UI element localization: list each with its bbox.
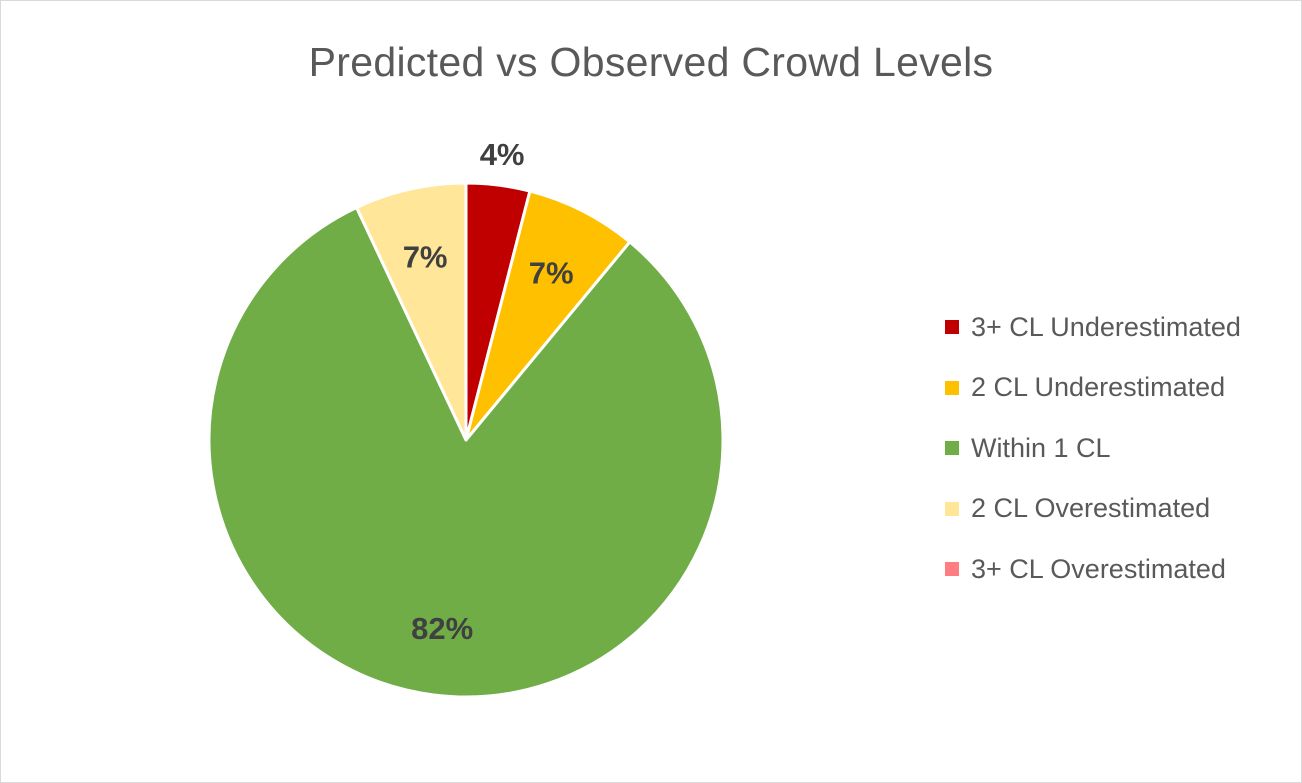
legend-item: 2 CL Underestimated [945, 358, 1241, 419]
legend-swatch [945, 441, 959, 456]
chart-title: Predicted vs Observed Crowd Levels [308, 39, 994, 85]
data-label-3: 82% [411, 611, 473, 646]
pie-slice-2-cl-overestimated [355, 181, 468, 442]
legend-item: 3+ CL Underestimated [945, 297, 1241, 358]
legend-label: 2 CL Overestimated [971, 493, 1211, 524]
pie-slices [207, 181, 725, 699]
legend-swatch [945, 380, 959, 395]
data-label-2: 7% [529, 255, 574, 290]
legend-swatch [945, 320, 959, 335]
legend-item: 2 CL Overestimated [945, 479, 1241, 540]
pie-data-labels: 4% 7% 82% 7% [403, 137, 574, 646]
legend-swatch [945, 562, 959, 577]
legend-label: 3+ CL Overestimated [971, 553, 1226, 584]
legend-label: Within 1 CL [971, 432, 1111, 463]
data-label-4: 7% [403, 239, 448, 274]
data-label-1: 4% [480, 137, 525, 172]
legend-item: Within 1 CL [945, 418, 1241, 479]
legend-item: 3+ CL Overestimated [945, 539, 1241, 600]
legend-label: 3+ CL Underestimated [971, 311, 1241, 342]
pie-slice-2-cl-underestimated [464, 189, 632, 442]
pie-slice-within-1-cl [207, 205, 725, 699]
legend: 3+ CL Underestimated 2 CL Underestimated W… [945, 297, 1241, 600]
legend-label: 2 CL Underestimated [971, 372, 1226, 403]
legend-swatch [945, 501, 959, 516]
